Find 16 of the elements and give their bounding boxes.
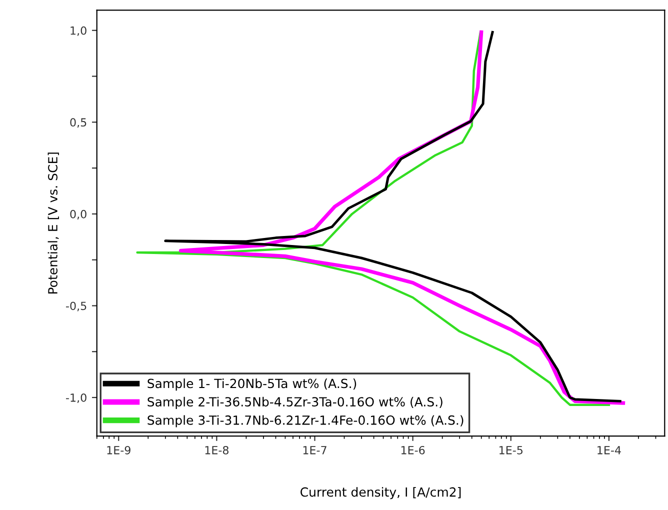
x-tick-label: 1E-5 [500,446,522,454]
y-axis-title: Potential, E [V vs. SCE] [48,152,59,294]
legend-label: Sample 3-Ti-31.7Nb-6.21Zr-1.4Fe-0.16O wt% (A.S.) [148,415,464,428]
y-tick-label: 0,5 [70,118,86,128]
y-tick-label: 0,0 [70,210,86,220]
legend-label: Sample 1- Ti-20Nb-5Ta wt% (A.S.) [148,378,356,391]
x-tick-label: 1E-6 [401,446,425,454]
x-axis-title: Current density, I [A/cm2] [300,487,461,500]
legend-label: Sample 2-Ti-36.5Nb-4.5Zr-3Ta-0.16O wt% (A.S.) [148,396,442,409]
y-tick-label: -1,0 [66,393,86,404]
x-tick-label: 1E-9 [107,446,130,454]
x-tick-label: 1E-8 [205,446,229,454]
x-tick-label: 1E-4 [598,446,621,454]
x-tick-label: 1E-7 [303,446,326,454]
y-tick-label: -0,5 [66,302,86,312]
y-tick-label: 1,0 [70,26,86,36]
